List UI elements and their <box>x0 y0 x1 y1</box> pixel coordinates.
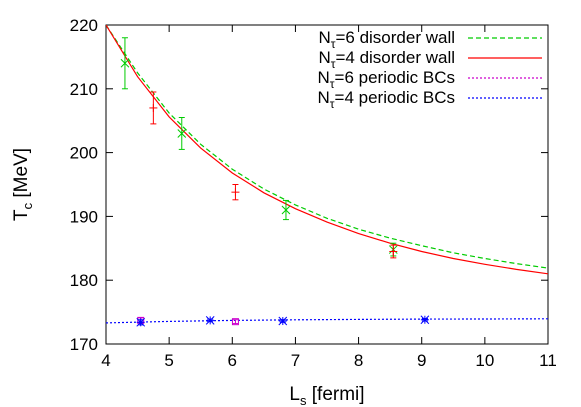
y-tick-label: 180 <box>70 271 98 290</box>
fit-curve-series-2 <box>106 25 548 275</box>
y-tick-label: 210 <box>70 80 98 99</box>
y-tick-label: 170 <box>70 335 98 354</box>
marker-stroke <box>120 58 130 68</box>
x-tick-label: 7 <box>291 351 300 370</box>
data-point-series-1 <box>177 129 187 138</box>
legend-label: Nτ=6 disorder wall <box>318 28 455 51</box>
plot-area: 4 5 6 7 8 9 10 11 170 180 190 200 210 220 Ls [fermi] Tc… <box>11 16 557 407</box>
y-tick-label: 220 <box>70 16 98 35</box>
marker-stroke <box>420 315 430 325</box>
x-tick-label: 4 <box>101 351 110 370</box>
data-point-series-1 <box>120 58 130 68</box>
plot-frame <box>105 24 549 345</box>
data-point-series-4 <box>136 317 146 327</box>
data-point-series-4 <box>205 316 215 325</box>
marker-stroke <box>278 316 288 326</box>
y-tick-label: 190 <box>70 207 98 226</box>
data-point-series-4 <box>420 315 430 325</box>
legend-label: Nτ=4 periodic BCs <box>317 88 455 111</box>
x-tick-label: 11 <box>539 351 557 370</box>
legend-label: Nτ=4 disorder wall <box>318 48 455 71</box>
data-point-series-1 <box>281 205 291 215</box>
fit-curve-series-4 <box>106 318 548 324</box>
data-point-series-2 <box>149 103 158 112</box>
x-tick-label: 5 <box>164 351 173 370</box>
error-bar <box>232 319 239 325</box>
data-point-series-4 <box>278 316 288 326</box>
marker-stroke <box>177 129 187 138</box>
data-point-series-2 <box>231 188 240 197</box>
legend-label: Nτ=6 periodic BCs <box>317 68 455 91</box>
x-axis-label: Ls [fermi] <box>289 384 364 407</box>
marker-stroke <box>281 205 291 215</box>
data-point-series-2 <box>389 247 398 256</box>
y-tick-label: 200 <box>70 144 98 163</box>
fit-curve-series-1 <box>106 25 548 269</box>
marker-stroke <box>136 317 146 327</box>
marker-stroke <box>205 316 215 325</box>
x-tick-label: 6 <box>228 351 237 370</box>
marker-stroke <box>231 318 239 326</box>
x-tick-label: 10 <box>475 351 494 370</box>
data-point-series-3 <box>231 318 239 326</box>
x-tick-label: 9 <box>417 351 426 370</box>
x-tick-label: 8 <box>354 351 363 370</box>
y-axis-label: Tc [MeV] <box>11 148 35 221</box>
